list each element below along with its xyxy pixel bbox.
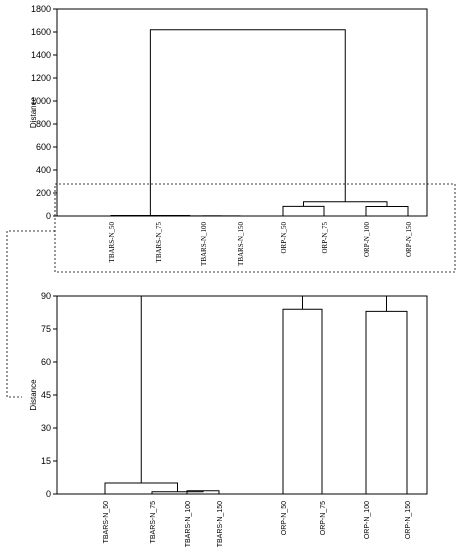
leaf-label: ORP-N_100	[363, 222, 371, 258]
y-tick-label: 800	[36, 119, 51, 129]
y-tick-label: 600	[36, 142, 51, 152]
y-tick-label: 400	[36, 165, 51, 175]
y-tick-label: 15	[41, 456, 51, 466]
cluster-link	[365, 310, 408, 494]
y-tick-label: 0	[46, 211, 51, 221]
y-tick-label: 1600	[31, 27, 51, 37]
leaf-label: TBARS-N_50	[108, 222, 116, 263]
leaf-label: TBARS-N_100	[185, 501, 192, 547]
y-tick-label: 1200	[31, 73, 51, 83]
bottom-dendrogram: 0 15 30 45 60 75 90 Distance TBARS-N_50 TBARS-N_7…	[29, 291, 428, 547]
plot-frame	[56, 295, 428, 495]
y-tick-label: 1000	[31, 96, 51, 106]
leaf-label: TBARS-N_75	[155, 222, 163, 263]
y-tick-label: 45	[41, 390, 51, 400]
cluster-link	[140, 295, 345, 483]
y-tick-label: 90	[41, 291, 51, 301]
leaf-label: TBARS-N_150	[237, 222, 245, 266]
leaf-label: TBARS-N_75	[150, 501, 157, 544]
cluster-link	[282, 205, 325, 216]
y-tick-label: 30	[41, 423, 51, 433]
y-axis-label: Distance	[29, 96, 38, 128]
leaf-label: TBARS-N_100	[200, 222, 208, 266]
leaf-label: TBARS-N_50	[103, 501, 110, 544]
zoom-connector	[6, 230, 55, 398]
cluster-link	[104, 482, 178, 494]
y-tick-label: 200	[36, 188, 51, 198]
cluster-link	[365, 205, 409, 216]
cluster-link	[282, 308, 323, 494]
leaf-label: ORP-N_150	[405, 222, 413, 258]
y-tick-label: 1400	[31, 50, 51, 60]
leaf-label: ORP-N_100	[364, 501, 371, 539]
cluster-link	[149, 29, 346, 216]
y-tick-label: 1800	[31, 4, 51, 14]
cluster-link	[303, 201, 388, 207]
zoom-region-indicator	[6, 183, 456, 398]
top-dendrogram: 0 200 400 600 800 1000 1200 1400 1600 1800 Distanc…	[29, 4, 428, 266]
leaf-label: ORP-N_150	[405, 501, 412, 539]
y-axis-label: Distance	[29, 379, 38, 411]
leaf-label: ORP-N_50	[280, 222, 288, 254]
y-tick-label: 60	[41, 357, 51, 367]
y-tick-label: 0	[46, 489, 51, 499]
plot-frame	[56, 8, 428, 217]
leaf-label: TBARS-N_150	[217, 501, 224, 547]
leaf-label: ORP-N_50	[281, 501, 288, 535]
y-tick-label: 75	[41, 324, 51, 334]
leaf-label: ORP-N_75	[320, 501, 327, 535]
leaf-label: ORP-N_75	[321, 222, 329, 254]
zoom-rectangle	[54, 183, 456, 273]
